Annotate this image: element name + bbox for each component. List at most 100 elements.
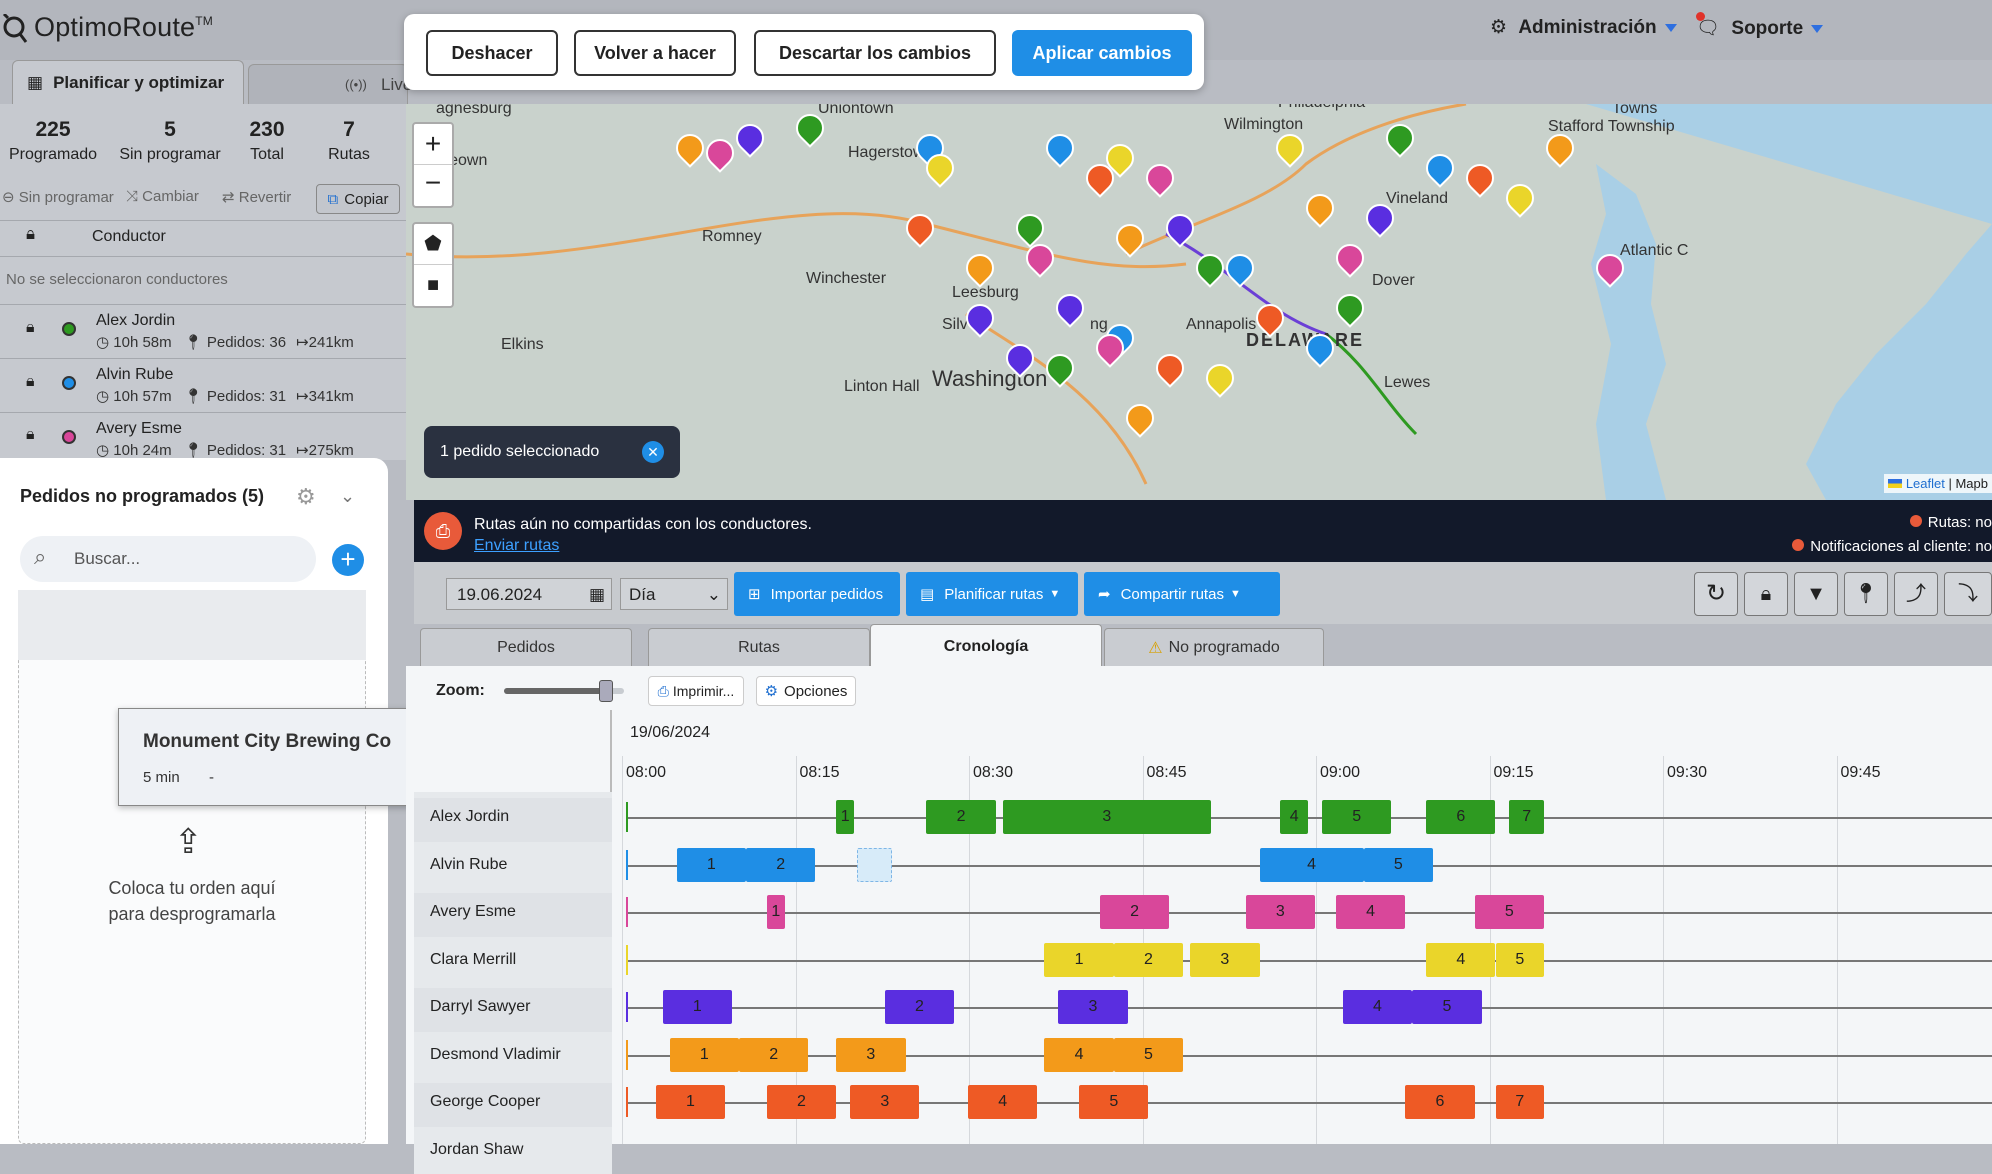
timeline-order-block[interactable]: 1 bbox=[677, 848, 746, 882]
revert-tool[interactable]: ⇄ Revertir bbox=[222, 188, 291, 206]
lock-button[interactable]: 🔒︎ bbox=[1744, 572, 1788, 616]
send-routes-link[interactable]: Enviar rutas bbox=[474, 537, 559, 555]
date-picker[interactable]: 19.06.2024▦ bbox=[446, 578, 612, 610]
timeline-order-block[interactable]: 1 bbox=[836, 800, 854, 834]
calendar-icon: ▦ bbox=[27, 73, 43, 93]
timeline-driver-name[interactable]: Alvin Rube bbox=[430, 856, 507, 874]
plan-routes-button[interactable]: ▤Planificar rutas▼ bbox=[906, 572, 1078, 616]
redo-button[interactable]: Volver a hacer bbox=[574, 30, 736, 76]
timeline-order-block[interactable]: 3 bbox=[1058, 990, 1127, 1024]
timeline-order-block[interactable]: 2 bbox=[1114, 943, 1183, 977]
timeline-order-block[interactable]: 6 bbox=[1405, 1085, 1474, 1119]
timeline-order-block[interactable]: 7 bbox=[1496, 1085, 1545, 1119]
copy-button[interactable]: ⧉Copiar bbox=[316, 184, 400, 214]
lock-icon[interactable]: 🔒︎ bbox=[26, 373, 35, 391]
zoom-in-button[interactable]: + bbox=[414, 124, 452, 165]
timeline-order-block[interactable]: 5 bbox=[1364, 848, 1433, 882]
tab-routes[interactable]: Rutas bbox=[648, 628, 870, 666]
period-select[interactable]: Día⌄ bbox=[620, 578, 728, 610]
chevron-down-icon[interactable]: ⌄ bbox=[340, 486, 355, 507]
timeline-order-block[interactable]: 4 bbox=[1336, 895, 1405, 929]
tab-plan-optimize[interactable]: ▦Planificar y optimizar bbox=[12, 60, 244, 104]
driver-orders: Pedidos: 31 bbox=[207, 388, 286, 405]
timeline-order-block[interactable]: 2 bbox=[746, 848, 815, 882]
timeline-driver-name[interactable]: Desmond Vladimir bbox=[430, 1046, 561, 1064]
zoom-slider-handle[interactable] bbox=[599, 680, 613, 702]
timeline-order-block[interactable]: 4 bbox=[1280, 800, 1308, 834]
tab-orders[interactable]: Pedidos bbox=[420, 628, 632, 666]
timeline-order-block[interactable]: 1 bbox=[1044, 943, 1113, 977]
timeline-driver-name[interactable]: Avery Esme bbox=[430, 903, 516, 921]
timeline-driver-name[interactable]: Jordan Shaw bbox=[430, 1141, 523, 1159]
apply-changes-button[interactable]: Aplicar cambios bbox=[1012, 30, 1192, 76]
timeline-order-block[interactable]: 5 bbox=[1475, 895, 1544, 929]
timeline-order-block[interactable]: 2 bbox=[739, 1038, 808, 1072]
add-break-button[interactable]: ▼ bbox=[1794, 572, 1838, 616]
polygon-icon[interactable]: ⬟ bbox=[414, 224, 452, 265]
timeline-order-block[interactable]: 4 bbox=[968, 1085, 1037, 1119]
timeline-order-block[interactable]: 4 bbox=[1343, 990, 1412, 1024]
timeline-order-block[interactable]: 1 bbox=[656, 1085, 725, 1119]
timeline-order-block[interactable]: 2 bbox=[1100, 895, 1169, 929]
support-menu[interactable]: 🗨 Soporte bbox=[1696, 16, 1823, 40]
add-order-button[interactable]: + bbox=[332, 544, 364, 576]
timeline-order-block[interactable]: 1 bbox=[670, 1038, 739, 1072]
timeline-order-block[interactable]: 3 bbox=[1246, 895, 1315, 929]
timeline-order-block[interactable]: 3 bbox=[836, 1038, 905, 1072]
options-button[interactable]: ⚙Opciones bbox=[756, 676, 856, 706]
discard-changes-button[interactable]: Descartar los cambios bbox=[754, 30, 996, 76]
timeline-order-block[interactable]: 2 bbox=[767, 1085, 836, 1119]
share-routes-button[interactable]: ➦Compartir rutas▼ bbox=[1084, 572, 1280, 616]
timeline-order-block[interactable]: 4 bbox=[1426, 943, 1495, 977]
tab-unscheduled[interactable]: ⚠No programado bbox=[1104, 628, 1324, 666]
tab-timeline[interactable]: Cronología bbox=[870, 624, 1102, 668]
import-orders-button[interactable]: ⊞Importar pedidos bbox=[734, 572, 900, 616]
timeline-driver-name[interactable]: Alex Jordin bbox=[430, 808, 509, 826]
close-icon[interactable]: ✕ bbox=[642, 441, 664, 463]
print-button[interactable]: ⎙Imprimir... bbox=[648, 676, 744, 706]
timeline-order-block[interactable]: 5 bbox=[1412, 990, 1481, 1024]
lock-icon[interactable]: 🔒︎ bbox=[26, 319, 35, 337]
undo-button[interactable]: Deshacer bbox=[426, 30, 558, 76]
timeline-driver-name[interactable]: Darryl Sawyer bbox=[430, 998, 530, 1016]
timeline-order-block[interactable]: 1 bbox=[767, 895, 785, 929]
timeline-order-block[interactable]: 5 bbox=[1114, 1038, 1183, 1072]
app-logo[interactable]: OptimoRouteTM bbox=[34, 12, 213, 43]
timeline-order-block[interactable]: 4 bbox=[1044, 1038, 1113, 1072]
search-input[interactable]: ⌕Buscar... bbox=[20, 536, 316, 582]
route-split-button[interactable]: ⤵ bbox=[1944, 572, 1992, 616]
timeline-order-block[interactable]: 5 bbox=[1496, 943, 1545, 977]
timeline-order-block[interactable]: 2 bbox=[885, 990, 954, 1024]
admin-menu[interactable]: ⚙ Administración bbox=[1490, 16, 1677, 39]
timeline-drop-placeholder[interactable] bbox=[857, 848, 892, 882]
timeline-order-block[interactable]: 4 bbox=[1260, 848, 1364, 882]
notification-dot bbox=[1696, 12, 1705, 21]
refresh-button[interactable]: ↻ bbox=[1694, 572, 1738, 616]
rectangle-icon[interactable]: ■ bbox=[414, 265, 452, 306]
timeline-order-block[interactable]: 3 bbox=[1190, 943, 1259, 977]
timeline-order-block[interactable]: 6 bbox=[1426, 800, 1495, 834]
leaflet-link[interactable]: Leaflet bbox=[1906, 476, 1945, 491]
timeline-order-block[interactable]: 5 bbox=[1079, 1085, 1148, 1119]
timeline-driver-name[interactable]: George Cooper bbox=[430, 1093, 540, 1111]
tab-live[interactable]: ((•))Live bbox=[248, 64, 408, 104]
unschedule-drop-zone[interactable] bbox=[18, 590, 366, 1144]
lock-icon[interactable]: 🔒︎ bbox=[26, 426, 35, 444]
zoom-slider[interactable] bbox=[504, 688, 624, 694]
location-button[interactable]: 📍︎ bbox=[1844, 572, 1888, 616]
route-path-button[interactable]: ⤴ bbox=[1894, 572, 1938, 616]
timeline-order-block[interactable]: 7 bbox=[1509, 800, 1544, 834]
change-tool[interactable]: ⤨ Cambiar bbox=[126, 188, 199, 205]
timeline-order-block[interactable]: 5 bbox=[1322, 800, 1391, 834]
unschedule-tool[interactable]: ⊖ Sin programar bbox=[2, 188, 114, 206]
timeline-order-block[interactable]: 3 bbox=[850, 1085, 919, 1119]
timeline-driver-name[interactable]: Clara Merrill bbox=[430, 951, 516, 969]
timeline-order-block[interactable]: 1 bbox=[663, 990, 732, 1024]
gear-icon[interactable]: ⚙ bbox=[296, 484, 316, 510]
timeline-order-block[interactable]: 3 bbox=[1003, 800, 1211, 834]
lock-all-icon[interactable]: 🔒︎ bbox=[26, 224, 35, 244]
timeline-order-block[interactable]: 2 bbox=[926, 800, 995, 834]
zoom-out-button[interactable]: − bbox=[414, 165, 452, 206]
share-icon: ➦ bbox=[1098, 585, 1111, 603]
